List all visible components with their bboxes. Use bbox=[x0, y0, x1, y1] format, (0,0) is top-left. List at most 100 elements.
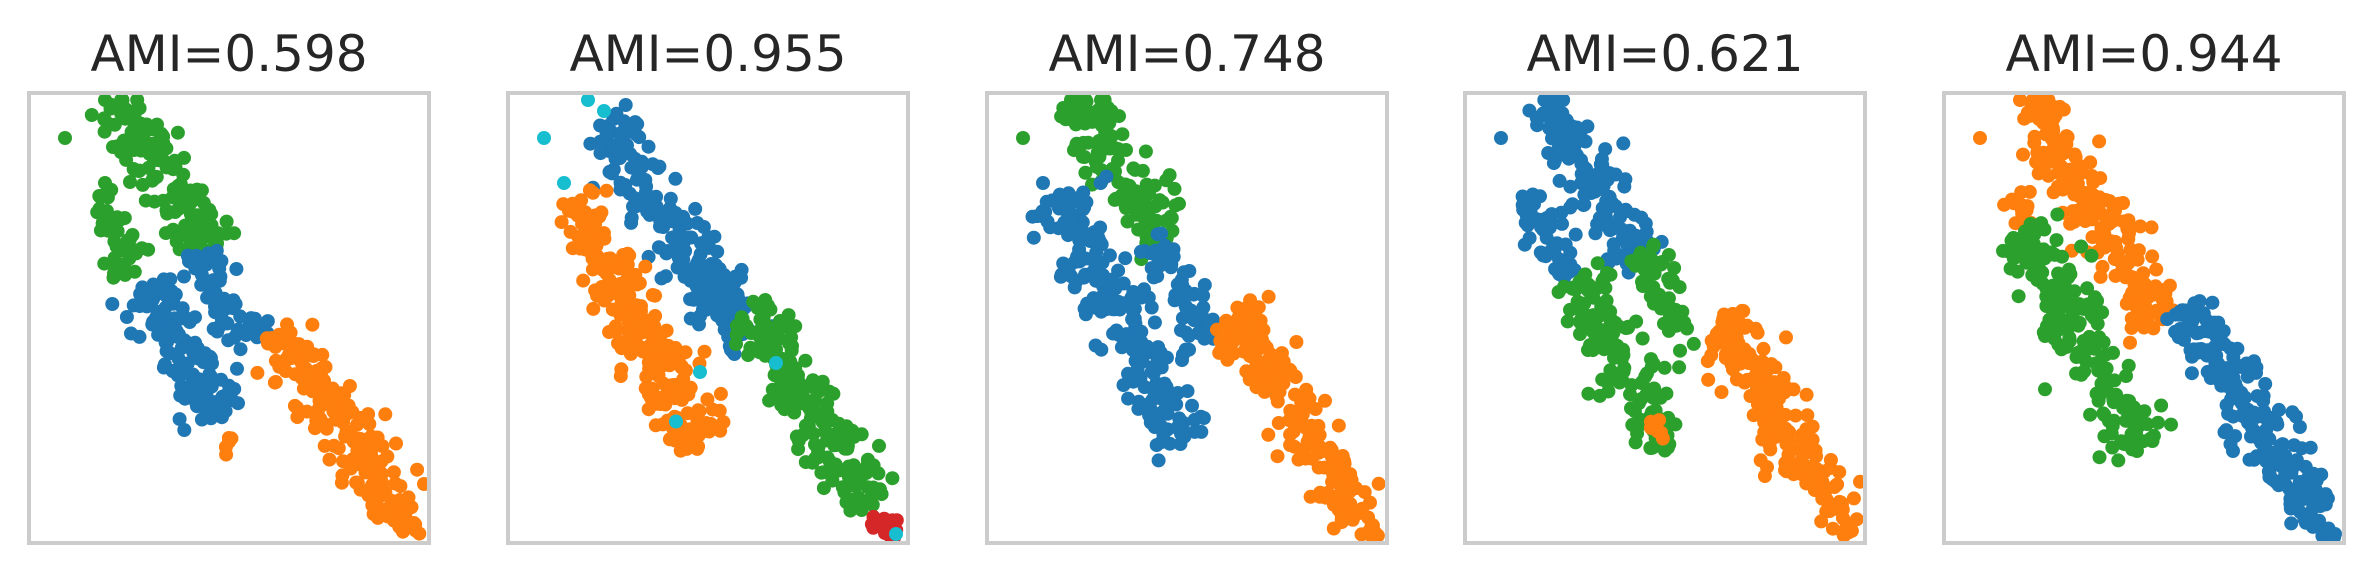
data-point-blue bbox=[1118, 329, 1133, 344]
data-point-blue bbox=[231, 396, 245, 411]
data-point-blue bbox=[1146, 359, 1161, 374]
data-point-orange bbox=[2136, 266, 2151, 281]
data-point-orange bbox=[1269, 378, 1284, 393]
data-point-blue bbox=[1154, 386, 1169, 401]
data-point-blue bbox=[2214, 378, 2229, 393]
data-point-green bbox=[2100, 383, 2115, 398]
data-point-orange bbox=[2024, 96, 2039, 111]
data-point-orange bbox=[281, 348, 296, 363]
data-point-orange bbox=[1244, 343, 1258, 358]
data-point-green bbox=[135, 177, 150, 192]
data-point-orange bbox=[620, 246, 635, 261]
data-point-blue bbox=[1105, 302, 1120, 317]
data-point-orange bbox=[2117, 266, 2132, 281]
data-point-green bbox=[1016, 131, 1030, 145]
data-point-orange bbox=[1335, 479, 1349, 494]
scatter-points bbox=[1494, 93, 1867, 543]
data-point-orange bbox=[219, 447, 234, 462]
data-point-orange bbox=[1779, 464, 1794, 479]
data-point-blue bbox=[2265, 472, 2280, 487]
data-point-orange bbox=[602, 273, 617, 287]
data-point-blue bbox=[2211, 356, 2225, 371]
data-point-orange bbox=[2103, 212, 2118, 227]
subplot-4: AMI=0.621 bbox=[1463, 25, 1867, 545]
data-point-cyan bbox=[597, 104, 611, 118]
data-point-orange bbox=[1700, 354, 1715, 369]
data-point-orange bbox=[2052, 99, 2067, 114]
data-point-green bbox=[839, 495, 854, 510]
data-point-orange bbox=[1303, 489, 1318, 504]
data-point-green bbox=[2098, 347, 2113, 362]
data-point-orange bbox=[1740, 318, 1754, 333]
data-point-green bbox=[2087, 311, 2102, 326]
data-point-blue bbox=[593, 118, 608, 133]
data-point-blue bbox=[187, 375, 202, 389]
data-point-blue bbox=[2202, 324, 2217, 339]
data-point-orange bbox=[1650, 424, 1665, 439]
data-point-blue bbox=[1121, 391, 1136, 406]
data-point-orange bbox=[1736, 304, 1751, 318]
data-point-green bbox=[1138, 144, 1153, 159]
data-point-blue bbox=[1555, 93, 1570, 107]
data-point-blue bbox=[1544, 207, 1559, 222]
data-point-blue bbox=[2289, 409, 2303, 424]
data-point-blue bbox=[653, 213, 668, 228]
data-point-blue bbox=[1616, 230, 1630, 245]
data-point-green bbox=[765, 382, 780, 397]
data-point-orange bbox=[683, 380, 698, 395]
data-point-orange bbox=[614, 362, 629, 377]
data-point-blue bbox=[632, 130, 647, 145]
data-point-blue bbox=[1558, 237, 1573, 252]
data-point-orange bbox=[280, 329, 295, 344]
data-point-orange bbox=[586, 301, 601, 316]
data-point-orange bbox=[588, 283, 603, 298]
data-point-orange bbox=[632, 276, 647, 291]
data-point-green bbox=[1672, 280, 1687, 295]
data-point-orange bbox=[1748, 359, 1763, 374]
data-point-blue bbox=[641, 139, 656, 154]
data-point-green bbox=[2000, 244, 2015, 259]
data-point-blue bbox=[1164, 260, 1178, 275]
data-point-blue bbox=[1598, 142, 1613, 157]
data-point-orange bbox=[619, 309, 634, 324]
data-point-green bbox=[2151, 415, 2165, 430]
data-point-blue bbox=[1114, 340, 1129, 355]
data-point-blue bbox=[1089, 245, 1104, 260]
data-point-green bbox=[2119, 369, 2133, 383]
data-point-green bbox=[1605, 323, 1620, 338]
data-point-orange bbox=[1714, 385, 1729, 400]
subplot-title: AMI=0.955 bbox=[569, 25, 846, 83]
data-point-blue bbox=[1068, 275, 1083, 290]
data-point-blue bbox=[2306, 501, 2320, 516]
data-point-blue bbox=[645, 157, 660, 172]
data-point-green bbox=[1159, 173, 1174, 188]
data-point-orange bbox=[1220, 352, 1235, 367]
data-point-blue bbox=[1536, 248, 1551, 263]
data-point-blue bbox=[1133, 244, 1148, 259]
data-point-green bbox=[1661, 291, 1676, 306]
data-point-green bbox=[866, 458, 881, 473]
data-point-blue bbox=[1185, 398, 1199, 413]
data-point-orange bbox=[1257, 337, 1272, 352]
scatter-points bbox=[58, 93, 431, 541]
data-point-green bbox=[1642, 265, 1657, 280]
data-point-green bbox=[1092, 149, 1107, 164]
data-point-green bbox=[219, 214, 234, 229]
data-point-green bbox=[159, 203, 174, 218]
data-point-orange bbox=[570, 208, 585, 223]
data-point-blue bbox=[2216, 324, 2231, 339]
data-point-green bbox=[171, 179, 186, 193]
data-point-blue bbox=[1618, 172, 1633, 187]
data-point-blue bbox=[1494, 131, 1508, 145]
data-point-orange bbox=[2015, 198, 2030, 213]
data-point-orange bbox=[2041, 168, 2056, 183]
data-point-orange bbox=[393, 479, 408, 494]
data-point-blue bbox=[1099, 169, 1114, 184]
data-point-orange bbox=[341, 398, 356, 413]
data-point-orange bbox=[1973, 131, 1987, 145]
data-point-green bbox=[2031, 254, 2046, 269]
data-point-green bbox=[1058, 112, 1073, 127]
data-point-green bbox=[854, 499, 869, 514]
scatter-points bbox=[1016, 93, 1386, 545]
data-point-green bbox=[1581, 386, 1596, 401]
